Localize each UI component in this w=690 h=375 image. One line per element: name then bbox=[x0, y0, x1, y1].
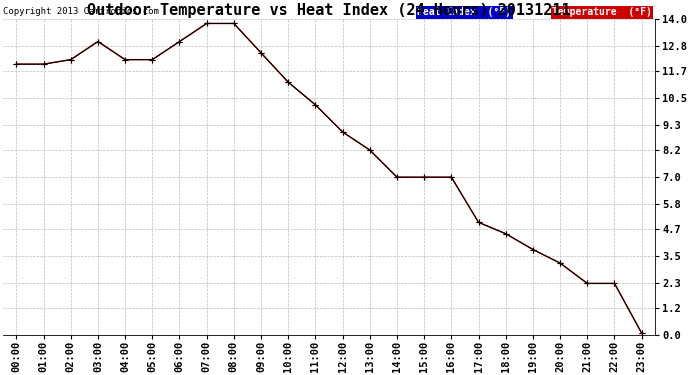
Text: Heat Index  (°F): Heat Index (°F) bbox=[417, 8, 511, 17]
Text: Temperature  (°F): Temperature (°F) bbox=[552, 8, 652, 17]
Text: Copyright 2013 Cartronics.com: Copyright 2013 Cartronics.com bbox=[3, 7, 159, 16]
Title: Outdoor Temperature vs Heat Index (24 Hours) 20131211: Outdoor Temperature vs Heat Index (24 Ho… bbox=[87, 3, 571, 18]
